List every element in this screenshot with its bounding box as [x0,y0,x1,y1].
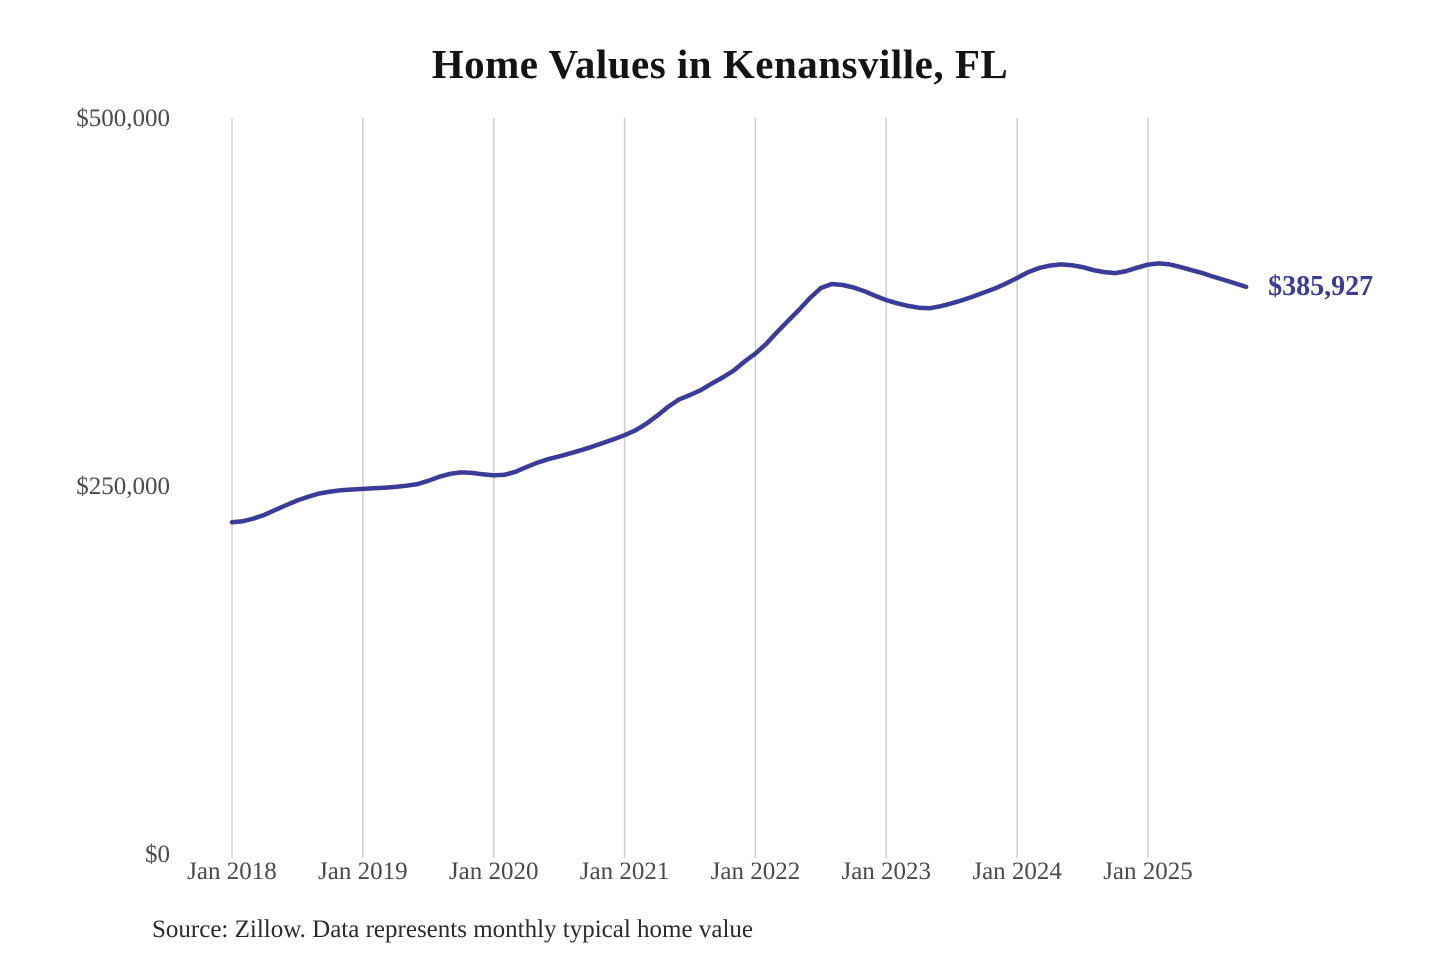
x-axis-tick-label: Jan 2021 [579,858,670,885]
chart-title: Home Values in Kenansville, FL [431,41,1009,87]
x-axis-tick-label: Jan 2025 [1103,858,1193,885]
home-value-line [229,261,1249,525]
y-axis-tick-label: $500,000 [76,105,170,132]
source-note: Source: Zillow. Data represents monthly … [152,916,753,943]
y-axis-tick-label: $0 [145,841,170,868]
x-axis-tick-label: Jan 2022 [710,858,801,885]
x-axis-tick-label: Jan 2020 [448,858,539,885]
latest-value-label: $385,927 [1268,270,1374,302]
x-axis-tick-label: Jan 2018 [187,858,277,885]
x-axis-tick-label: Jan 2019 [318,858,408,885]
x-axis-tick-label: Jan 2024 [972,858,1062,885]
y-axis-tick-label: $250,000 [76,473,170,500]
x-axis-tick-label: Jan 2023 [841,858,932,885]
